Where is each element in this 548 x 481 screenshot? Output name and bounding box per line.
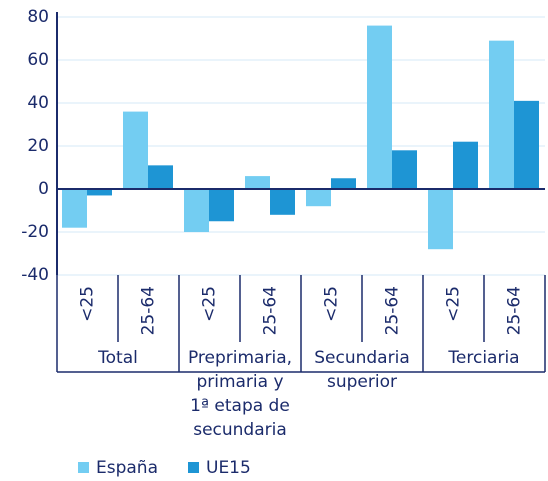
x-tick-label: <25: [322, 286, 342, 322]
group-label: Secundaria: [314, 348, 409, 368]
group-label: Total: [97, 348, 138, 368]
bar: [62, 189, 87, 228]
bar: [453, 141, 478, 189]
bar: [270, 189, 295, 215]
group-label: Terciaria: [447, 348, 519, 368]
x-tick-label: 25-64: [505, 286, 525, 335]
x-tick-label: 25-64: [139, 286, 159, 335]
bar: [514, 100, 539, 189]
x-tick-label: <25: [444, 286, 464, 322]
group-label: superior: [327, 372, 397, 392]
group-label: Preprimaria,: [188, 348, 292, 368]
x-tick-label: <25: [78, 286, 98, 322]
bar: [245, 176, 270, 189]
x-tick-label: 25-64: [383, 286, 403, 335]
legend-label: UE15: [206, 458, 251, 478]
group-label: secundaria: [193, 420, 287, 440]
y-tick-label: 60: [27, 50, 49, 70]
y-tick-label: 0: [38, 179, 49, 199]
legend-swatch: [188, 462, 199, 473]
legend-swatch: [78, 462, 89, 473]
bar: [148, 165, 173, 189]
x-tick-label: <25: [200, 286, 220, 322]
bar: [367, 25, 392, 189]
y-tick-label: 40: [27, 93, 49, 113]
bar: [428, 189, 453, 250]
y-tick-label: 20: [27, 136, 49, 156]
y-tick-label: -40: [21, 265, 49, 285]
bar: [184, 189, 209, 232]
bar: [306, 189, 331, 207]
y-tick-label: -20: [21, 222, 49, 242]
bar: [331, 178, 356, 189]
x-tick-label: 25-64: [261, 286, 281, 335]
bar: [209, 189, 234, 222]
group-label: 1ª etapa de: [190, 396, 290, 416]
bar: [392, 150, 417, 189]
group-label: primaria y: [196, 372, 283, 392]
bar: [123, 111, 148, 189]
legend-label: España: [96, 458, 158, 478]
bar: [87, 189, 112, 196]
bar: [489, 40, 514, 190]
y-tick-label: 80: [27, 7, 49, 27]
